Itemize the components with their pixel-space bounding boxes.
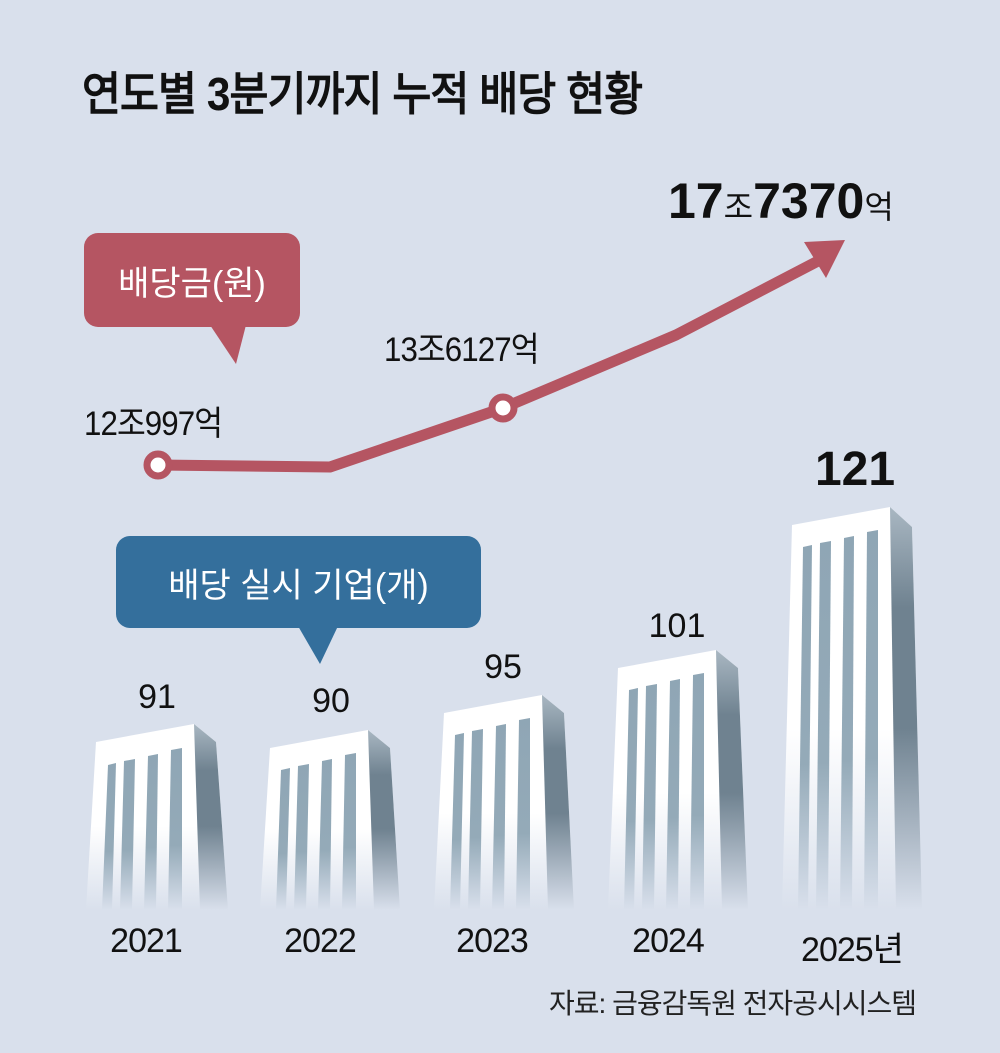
x-label-2023: 2023	[456, 922, 529, 960]
bar-2023	[434, 695, 574, 910]
trend-arrowhead-icon	[804, 240, 845, 278]
label-2025-eok: 억	[864, 189, 894, 225]
x-label-2024: 2024	[632, 922, 705, 960]
x-label-2022: 2022	[284, 922, 357, 960]
bar-2021	[86, 724, 228, 910]
bar-2025	[782, 507, 922, 910]
label-2025-jo: 조	[723, 189, 754, 225]
red-bubble-tail	[210, 325, 246, 364]
label-2025-hundred-million: 7370	[753, 173, 865, 229]
legend-dividend-amount-label: 배당금(원)	[118, 264, 266, 303]
bar-label-2025: 121	[814, 443, 896, 496]
line-label-2025: 17조7370억	[668, 172, 894, 230]
line-point-2021	[143, 450, 173, 480]
source-note: 자료: 금융감독원 전자공시시스템	[549, 988, 917, 1019]
line-label-2023: 13조6127억	[384, 331, 539, 369]
legend-dividend-amount: 배당금(원)	[84, 233, 300, 327]
line-label-2021: 12조997억	[84, 405, 223, 443]
bar-2024	[608, 650, 748, 910]
legend-dividend-companies: 배당 실시 기업(개)	[116, 536, 481, 628]
x-label-2025: 2025년	[801, 931, 904, 969]
line-point-2023	[488, 393, 518, 423]
legend-dividend-companies-label: 배당 실시 기업(개)	[168, 566, 429, 605]
bar-label-2024: 101	[648, 607, 706, 645]
bar-2022	[260, 730, 400, 910]
bar-label-2023: 95	[484, 648, 522, 686]
bar-label-2021: 91	[138, 678, 176, 716]
label-2025-trillion: 17	[668, 173, 724, 229]
dividend-line	[143, 240, 845, 480]
blue-bubble-tail	[298, 626, 338, 664]
x-label-2021: 2021	[110, 922, 183, 960]
chart-title: 연도별 3분기까지 누적 배당 현황	[82, 68, 643, 120]
bar-label-2022: 90	[312, 682, 350, 720]
